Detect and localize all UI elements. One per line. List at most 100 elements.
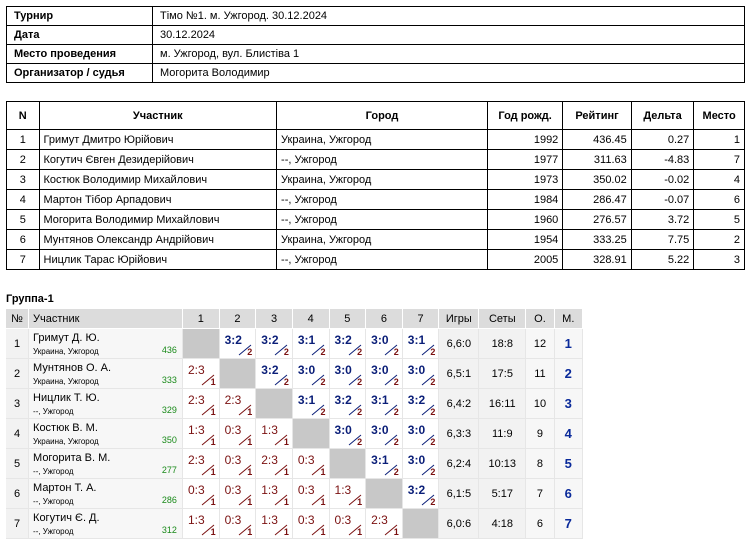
col-header-place: М. xyxy=(554,309,583,329)
slash-icon xyxy=(311,344,325,356)
match-result-cell: 3:2 2 xyxy=(329,329,367,359)
participant-cell: 2005 xyxy=(486,249,564,270)
participant-cell: 6 xyxy=(693,189,745,210)
match-points: 1 xyxy=(247,497,253,507)
participant-cell: Ницлик Тарас Юрійович xyxy=(38,249,278,270)
slash-icon xyxy=(201,374,215,386)
participant-cell: Украина, Ужгород xyxy=(276,129,488,150)
participant-cell: Когутич Євген Дезидерійович xyxy=(38,149,278,170)
participant-row: 2 Когутич Євген Дезидерійович --, Ужгород 1… xyxy=(6,149,745,170)
player-cell: Могорита В. М. --, Ужгород 277 xyxy=(29,449,183,479)
match-result-cell: 2:3 1 xyxy=(182,389,220,419)
match-points: 1 xyxy=(357,527,363,537)
info-key: Место проведения xyxy=(6,44,153,64)
games-cell: 6,5:1 xyxy=(439,359,480,389)
match-score: 0:3 xyxy=(297,513,315,527)
match-result-cell: 3:0 2 xyxy=(292,359,330,389)
match-result-cell: 3:1 2 xyxy=(402,329,440,359)
row-number: 1 xyxy=(6,329,30,359)
participant-cell: 7.75 xyxy=(630,229,695,250)
row-number: 5 xyxy=(6,449,30,479)
match-points: 1 xyxy=(247,467,253,477)
match-score: 2:3 xyxy=(187,393,205,407)
match-points: 2 xyxy=(393,437,399,447)
slash-icon xyxy=(421,434,435,446)
points-cell: 9 xyxy=(526,419,555,449)
match-points: 2 xyxy=(357,407,363,417)
participant-cell: Могорита Володимир Михайлович xyxy=(38,209,278,230)
match-points: 2 xyxy=(393,377,399,387)
participant-cell: 311.63 xyxy=(562,149,632,170)
match-result-cell: 1:3 1 xyxy=(256,479,293,509)
match-score: 3:1 xyxy=(297,333,316,347)
participant-cell: 1992 xyxy=(486,129,564,150)
match-score: 3:0 xyxy=(407,423,426,437)
participant-cell: 7 xyxy=(6,249,40,270)
match-points: 1 xyxy=(393,527,399,537)
slash-icon xyxy=(421,464,435,476)
match-result-cell: 0:3 1 xyxy=(219,479,257,509)
info-row: Дата 30.12.2024 xyxy=(6,25,745,45)
match-score: 3:0 xyxy=(371,333,389,347)
match-result-cell: 2:3 1 xyxy=(182,449,220,479)
match-score: 3:2 xyxy=(407,393,426,407)
player-city: Украина, Ужгород xyxy=(33,377,99,386)
match-score: 0:3 xyxy=(224,513,242,527)
participant-cell: Мартон Тібор Арпадович xyxy=(38,189,278,210)
slash-icon xyxy=(421,374,435,386)
player-name: Мартон Т. А. xyxy=(33,482,97,494)
match-result-cell: 3:0 2 xyxy=(402,449,440,479)
row-number: 3 xyxy=(6,389,30,419)
player-city: --, Ужгород xyxy=(33,527,74,536)
slash-icon xyxy=(384,374,398,386)
match-result-cell: 0:3 1 xyxy=(219,449,257,479)
match-points: 2 xyxy=(393,407,399,417)
player-city: Украина, Ужгород xyxy=(33,347,99,356)
match-result-cell: 1:3 1 xyxy=(329,479,367,509)
col-header-num: № xyxy=(6,309,30,329)
place-cell: 3 xyxy=(554,389,583,419)
match-points: 2 xyxy=(283,347,289,357)
participant-cell: 1954 xyxy=(486,229,564,250)
slash-icon xyxy=(311,374,325,386)
slash-icon xyxy=(201,434,215,446)
match-points: 1 xyxy=(320,467,326,477)
player-name: Когутич Є. Д. xyxy=(33,512,100,524)
participant-cell: 333.25 xyxy=(562,229,632,250)
participants-table: N Участник Город Год рожд. Рейтинг Дельта Мест… xyxy=(6,101,745,270)
place-cell: 2 xyxy=(554,359,583,389)
match-result-cell: 3:2 2 xyxy=(256,359,293,389)
col-header-opponent: 3 xyxy=(256,309,293,329)
participant-cell: 3 xyxy=(6,169,40,190)
match-result-cell: 3:0 2 xyxy=(366,329,403,359)
points-cell: 10 xyxy=(526,389,555,419)
place-cell: 1 xyxy=(554,329,583,359)
match-result-cell: 3:1 2 xyxy=(292,329,330,359)
slash-icon xyxy=(238,494,251,506)
group-row: 2 Мунтянов О. А. Украина, Ужгород 333 2:3 1 3:… xyxy=(6,359,583,389)
match-result-cell: 3:0 2 xyxy=(366,359,403,389)
diagonal-cell xyxy=(402,509,440,539)
points-cell: 11 xyxy=(526,359,555,389)
match-points: 2 xyxy=(430,437,436,447)
sets-cell: 18:8 xyxy=(479,329,527,359)
group-title: Группа-1 xyxy=(6,293,54,305)
player-name: Мунтянов О. А. xyxy=(33,362,112,374)
col-header-points: О. xyxy=(526,309,555,329)
match-points: 2 xyxy=(357,377,363,387)
player-cell: Мартон Т. А. --, Ужгород 286 xyxy=(29,479,183,509)
participant-cell: Мунтянов Олександр Андрійович xyxy=(38,229,278,250)
info-key: Дата xyxy=(6,25,153,45)
player-city: --, Ужгород xyxy=(33,407,74,416)
match-result-cell: 0:3 1 xyxy=(329,509,367,539)
participant-row: 1 Гримут Дмитро Юрійович Украина, Ужгород 1… xyxy=(6,129,745,150)
games-cell: 6,1:5 xyxy=(439,479,480,509)
tournament-info-table: Турнир Tімо №1. м. Ужгород. 30.12.2024 Дат… xyxy=(6,6,745,83)
match-result-cell: 2:3 1 xyxy=(366,509,403,539)
player-rating: 333 xyxy=(161,375,177,385)
participant-cell: Украина, Ужгород xyxy=(276,229,488,250)
match-score: 3:1 xyxy=(297,393,316,407)
info-value: м. Ужгород, вул. Блистiва 1 xyxy=(152,44,745,64)
match-result-cell: 1:3 1 xyxy=(182,509,220,539)
match-score: 3:1 xyxy=(407,333,426,347)
